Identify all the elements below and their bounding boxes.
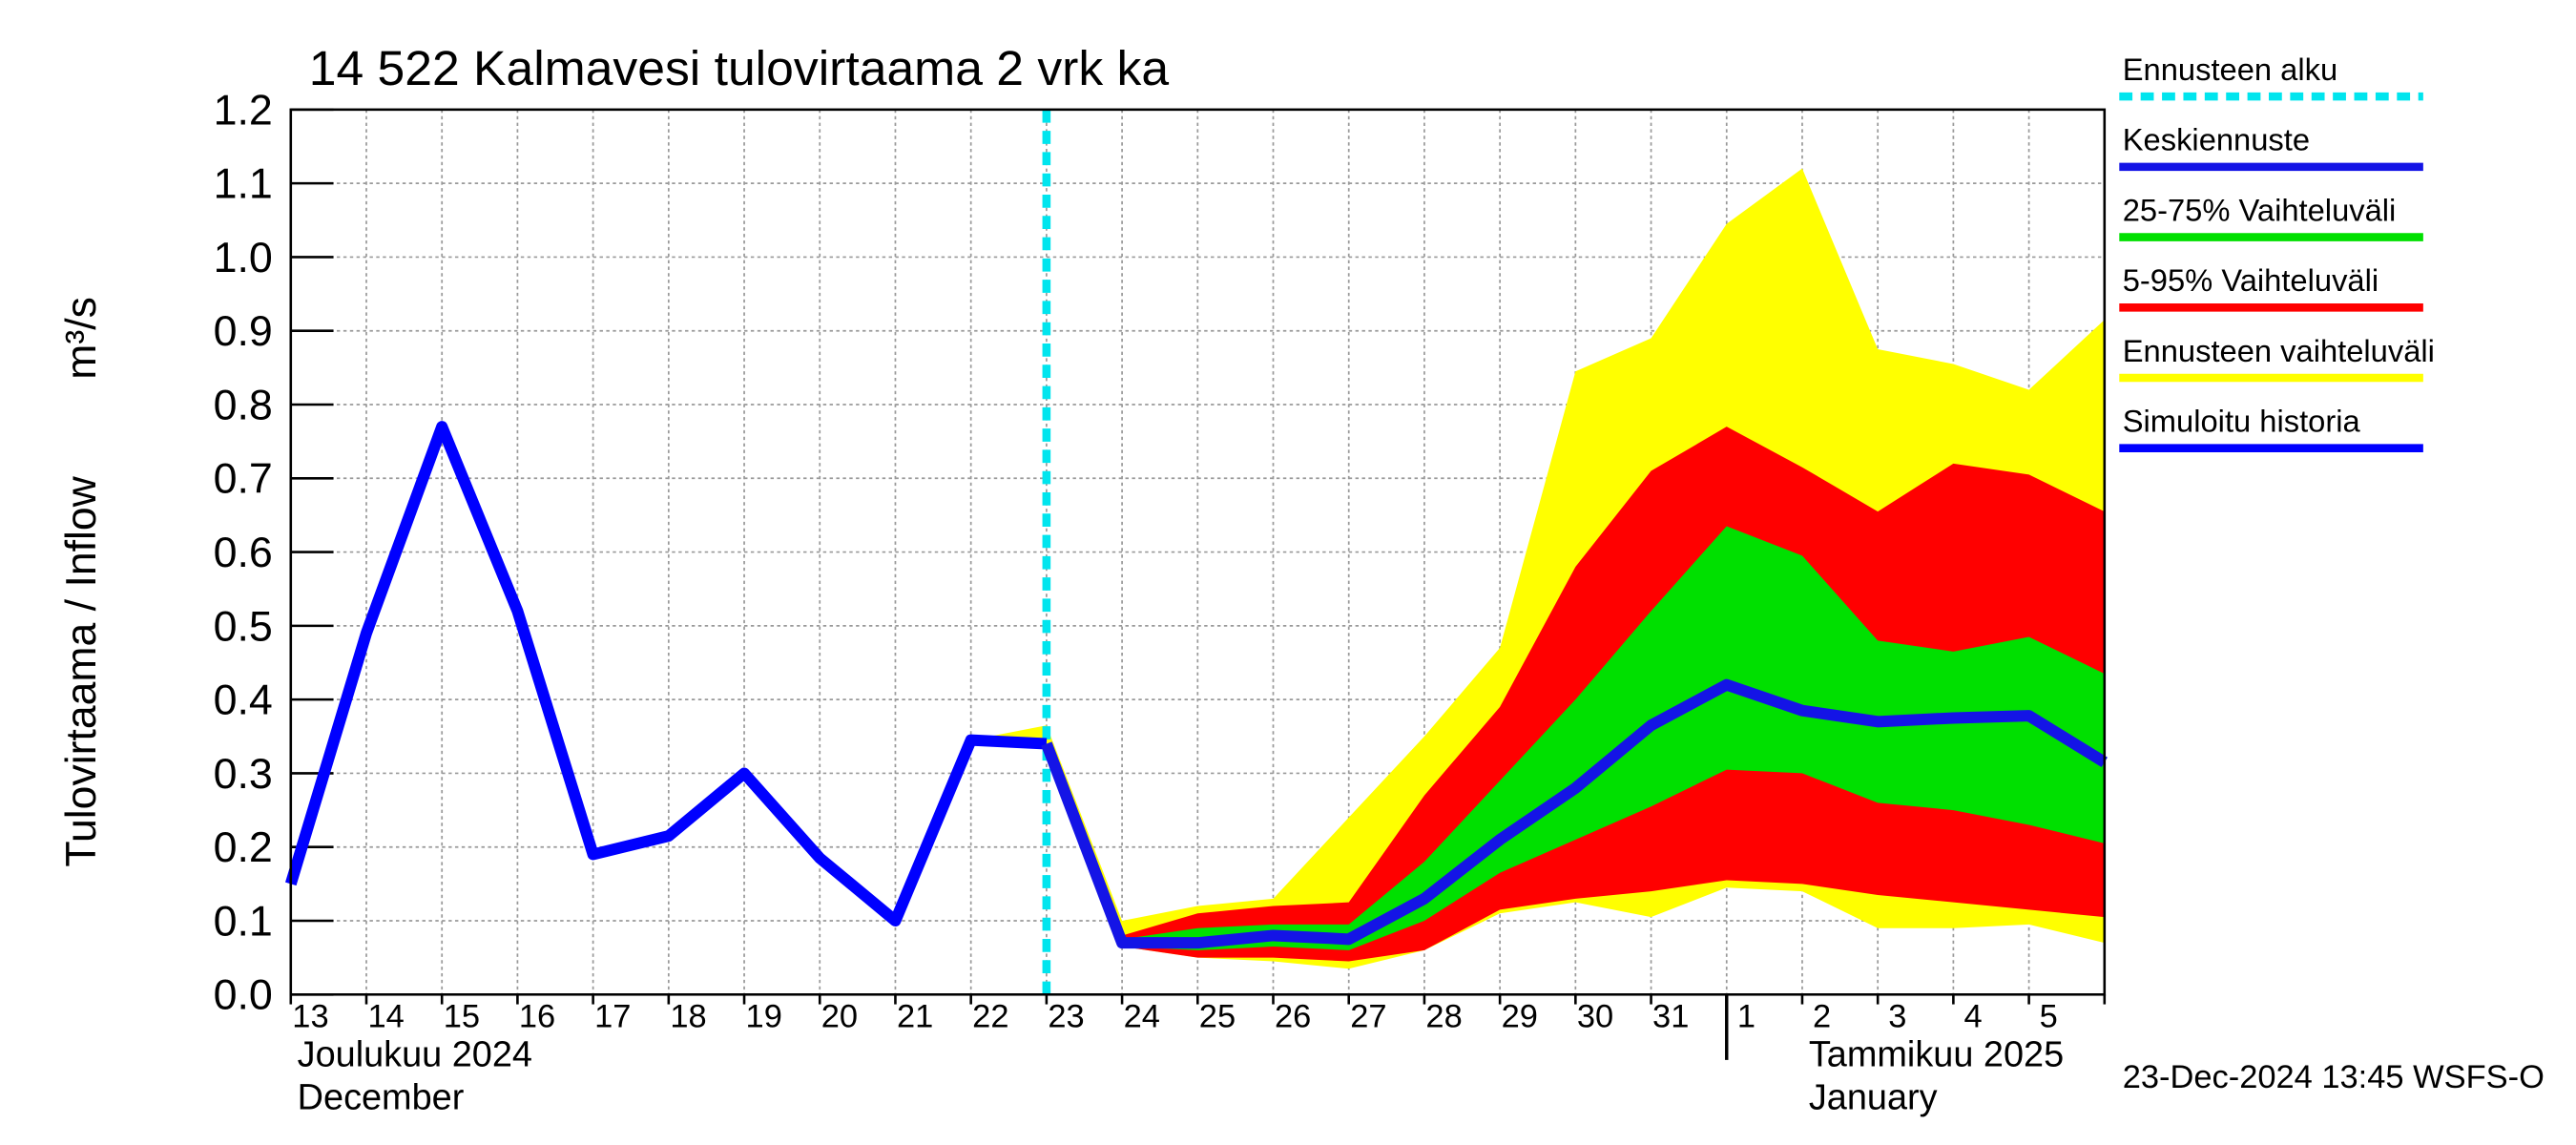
legend-label: Ennusteen vaihteluväli [2123, 333, 2435, 368]
y-axis-label: Tulovirtaama / Inflow [58, 475, 105, 866]
x-tick-label: 22 [972, 999, 1008, 1035]
y-tick-label: 0.6 [214, 530, 273, 576]
y-tick-label: 0.4 [214, 677, 273, 724]
footer: 23-Dec-2024 13:45 WSFS-O [2123, 1059, 2545, 1095]
chart-title: 14 522 Kalmavesi tulovirtaama 2 vrk ka [309, 40, 1170, 95]
plot-frame [289, 108, 2107, 996]
band-area [1046, 526, 2105, 950]
y-tick-label: 0.2 [214, 824, 273, 871]
y-tick-label: 0.8 [214, 383, 273, 429]
month-label: January [1809, 1077, 1938, 1117]
legend-label: Keskiennuste [2123, 122, 2310, 157]
x-tick-label: 4 [1963, 999, 1982, 1035]
x-tick-label: 17 [594, 999, 631, 1035]
month-label: Tammikuu 2025 [1809, 1035, 2064, 1075]
y-tick-label: 0.9 [214, 308, 273, 355]
x-tick-label: 20 [821, 999, 858, 1035]
x-tick-label: 2 [1813, 999, 1831, 1035]
band-area [1046, 427, 2105, 962]
y-tick-label: 0.5 [214, 603, 273, 650]
x-tick-label: 21 [897, 999, 933, 1035]
x-tick-label: 1 [1737, 999, 1755, 1035]
x-tick-label: 19 [746, 999, 782, 1035]
x-tick-label: 23 [1048, 999, 1084, 1035]
x-tick-label: 31 [1652, 999, 1689, 1035]
month-label: December [298, 1077, 465, 1117]
x-tick-label: 24 [1124, 999, 1160, 1035]
x-tick-label: 25 [1199, 999, 1236, 1035]
x-tick-label: 5 [2040, 999, 2058, 1035]
x-tick-label: 27 [1350, 999, 1386, 1035]
x-tick-label: 14 [368, 999, 405, 1035]
y-tick-label: 0.3 [214, 751, 273, 798]
x-tick-label: 16 [519, 999, 555, 1035]
y-tick-label: 1.0 [214, 235, 273, 281]
y-tick-label: 0.1 [214, 899, 273, 946]
legend-label: 25-75% Vaihteluväli [2123, 192, 2397, 227]
legend-label: Simuloitu historia [2123, 404, 2361, 439]
x-tick-label: 15 [444, 999, 480, 1035]
x-tick-label: 28 [1425, 999, 1462, 1035]
legend-label: 5-95% Vaihteluväli [2123, 262, 2379, 298]
x-tick-label: 26 [1275, 999, 1311, 1035]
y-tick-label: 0.7 [214, 456, 273, 503]
x-tick-label: 30 [1577, 999, 1613, 1035]
y-tick-label: 1.2 [214, 87, 273, 134]
y-tick-label: 1.1 [214, 161, 273, 208]
y-axis-unit: m³/s [58, 297, 105, 380]
month-label: Joulukuu 2024 [298, 1035, 532, 1075]
series-line [1041, 678, 2108, 949]
x-tick-label: 29 [1502, 999, 1538, 1035]
x-tick-label: 18 [670, 999, 706, 1035]
y-tick-label: 0.0 [214, 972, 273, 1019]
x-tick-label: 13 [292, 999, 328, 1035]
legend-label: Ennusteen alku [2123, 52, 2337, 87]
series-line [285, 421, 1048, 927]
x-tick-label: 3 [1888, 999, 1906, 1035]
